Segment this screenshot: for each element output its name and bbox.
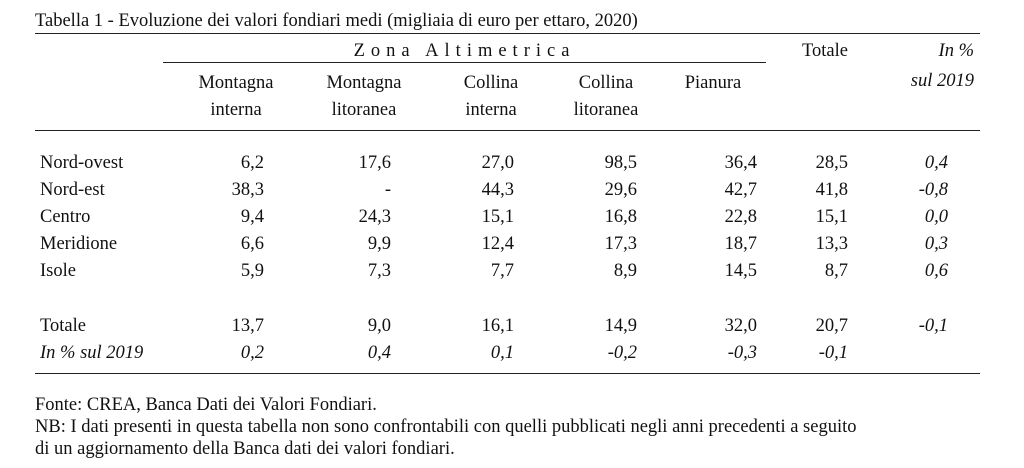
col-header-line2: interna bbox=[210, 100, 262, 120]
table-cell: 13,7 bbox=[231, 316, 264, 336]
table-row-label: Nord-ovest bbox=[40, 153, 124, 173]
table-cell: -0,3 bbox=[727, 343, 757, 363]
table-notes: Fonte: CREA, Banca Dati dei Valori Fondi… bbox=[35, 394, 995, 460]
table-cell: 8,9 bbox=[613, 261, 637, 281]
table-cell: 0,6 bbox=[924, 261, 948, 281]
table-cell: 14,5 bbox=[724, 261, 757, 281]
table-cell: 17,6 bbox=[358, 153, 391, 173]
col-header-montagna-litoranea: Montagna litoranea bbox=[305, 70, 423, 124]
table-cell: -0,1 bbox=[918, 316, 948, 336]
table-cell: 42,7 bbox=[724, 180, 757, 200]
table-cell: 9,4 bbox=[240, 207, 264, 227]
header-bottom-rule bbox=[35, 130, 980, 131]
table-cell: 0,4 bbox=[924, 153, 948, 173]
table-cell: 0,2 bbox=[240, 343, 264, 363]
table-row-label: Centro bbox=[40, 207, 91, 227]
col-header-totale: Totale bbox=[802, 41, 848, 61]
table-cell: 6,6 bbox=[240, 234, 264, 254]
col-header-line1: Montagna bbox=[198, 73, 274, 93]
nb-note-line2: di un aggiornamento della Banca dati dei… bbox=[35, 439, 455, 459]
table-cell: 16,1 bbox=[481, 316, 514, 336]
table-cell: -0,8 bbox=[918, 180, 948, 200]
table-cell: 98,5 bbox=[604, 153, 637, 173]
table-bottom-rule bbox=[35, 373, 980, 374]
table-cell: -0,1 bbox=[818, 343, 848, 363]
table-cell: 7,3 bbox=[367, 261, 391, 281]
table-cell: 16,8 bbox=[604, 207, 637, 227]
col-header-line2: litoranea bbox=[573, 100, 639, 120]
table-cell: 0,1 bbox=[490, 343, 514, 363]
col-header-line1: Pianura bbox=[684, 73, 742, 93]
col-header-collina-interna: Collina interna bbox=[443, 70, 539, 124]
table-cell: 27,0 bbox=[481, 153, 514, 173]
table-cell: 18,7 bbox=[724, 234, 757, 254]
col-header-pct-line1: In % bbox=[938, 41, 974, 61]
col-header-line2: interna bbox=[465, 100, 517, 120]
table-cell: 24,3 bbox=[358, 207, 391, 227]
table-cell: 9,0 bbox=[367, 316, 391, 336]
table-cell: 7,7 bbox=[490, 261, 514, 281]
table-cell: 15,1 bbox=[481, 207, 514, 227]
source-note: Fonte: CREA, Banca Dati dei Valori Fondi… bbox=[35, 395, 377, 415]
table-cell: 20,7 bbox=[815, 316, 848, 336]
table-cell: 28,5 bbox=[815, 153, 848, 173]
table-cell: 5,9 bbox=[240, 261, 264, 281]
col-header-montagna-interna: Montagna interna bbox=[177, 70, 295, 124]
table-cell: 17,3 bbox=[604, 234, 637, 254]
table-cell: 0,0 bbox=[924, 207, 948, 227]
table-cell: 8,7 bbox=[824, 261, 848, 281]
table-row-label: Isole bbox=[40, 261, 76, 281]
table-cell: 29,6 bbox=[604, 180, 637, 200]
table-cell: 41,8 bbox=[815, 180, 848, 200]
table-cell: 0,4 bbox=[367, 343, 391, 363]
col-header-line1: Collina bbox=[578, 73, 634, 93]
table-cell: 22,8 bbox=[724, 207, 757, 227]
pct-row-label: In % sul 2019 bbox=[40, 343, 144, 363]
table-row-label: Nord-est bbox=[40, 180, 105, 200]
table-cell: -0,2 bbox=[607, 343, 637, 363]
col-header-line1: Collina bbox=[463, 73, 519, 93]
table-cell: 0,3 bbox=[924, 234, 948, 254]
table-cell: 38,3 bbox=[231, 180, 264, 200]
table-cell: 6,2 bbox=[240, 153, 264, 173]
table-cell: 36,4 bbox=[724, 153, 757, 173]
table-row-label: Meridione bbox=[40, 234, 118, 254]
table-cell: 12,4 bbox=[481, 234, 514, 254]
table-cell: - bbox=[384, 180, 391, 200]
col-header-pct-line2: sul 2019 bbox=[910, 71, 974, 91]
table-cell: 9,9 bbox=[367, 234, 391, 254]
table-cell: 14,9 bbox=[604, 316, 637, 336]
table-cell: 15,1 bbox=[815, 207, 848, 227]
zone-altimetrica-header: Zona Altimetrica bbox=[353, 41, 576, 61]
col-header-collina-litoranea: Collina litoranea bbox=[556, 70, 656, 124]
nb-note-line1: NB: I dati presenti in questa tabella no… bbox=[35, 417, 857, 437]
table-title: Tabella 1 - Evoluzione dei valori fondia… bbox=[35, 11, 638, 31]
col-header-pianura: Pianura bbox=[668, 70, 758, 97]
table-cell: 32,0 bbox=[724, 316, 757, 336]
total-row-label: Totale bbox=[40, 316, 86, 336]
zone-underline bbox=[163, 62, 766, 63]
table-cell: 44,3 bbox=[481, 180, 514, 200]
col-header-line2: litoranea bbox=[331, 100, 397, 120]
col-header-line1: Montagna bbox=[326, 73, 402, 93]
top-rule bbox=[35, 33, 980, 34]
table-cell: 13,3 bbox=[815, 234, 848, 254]
